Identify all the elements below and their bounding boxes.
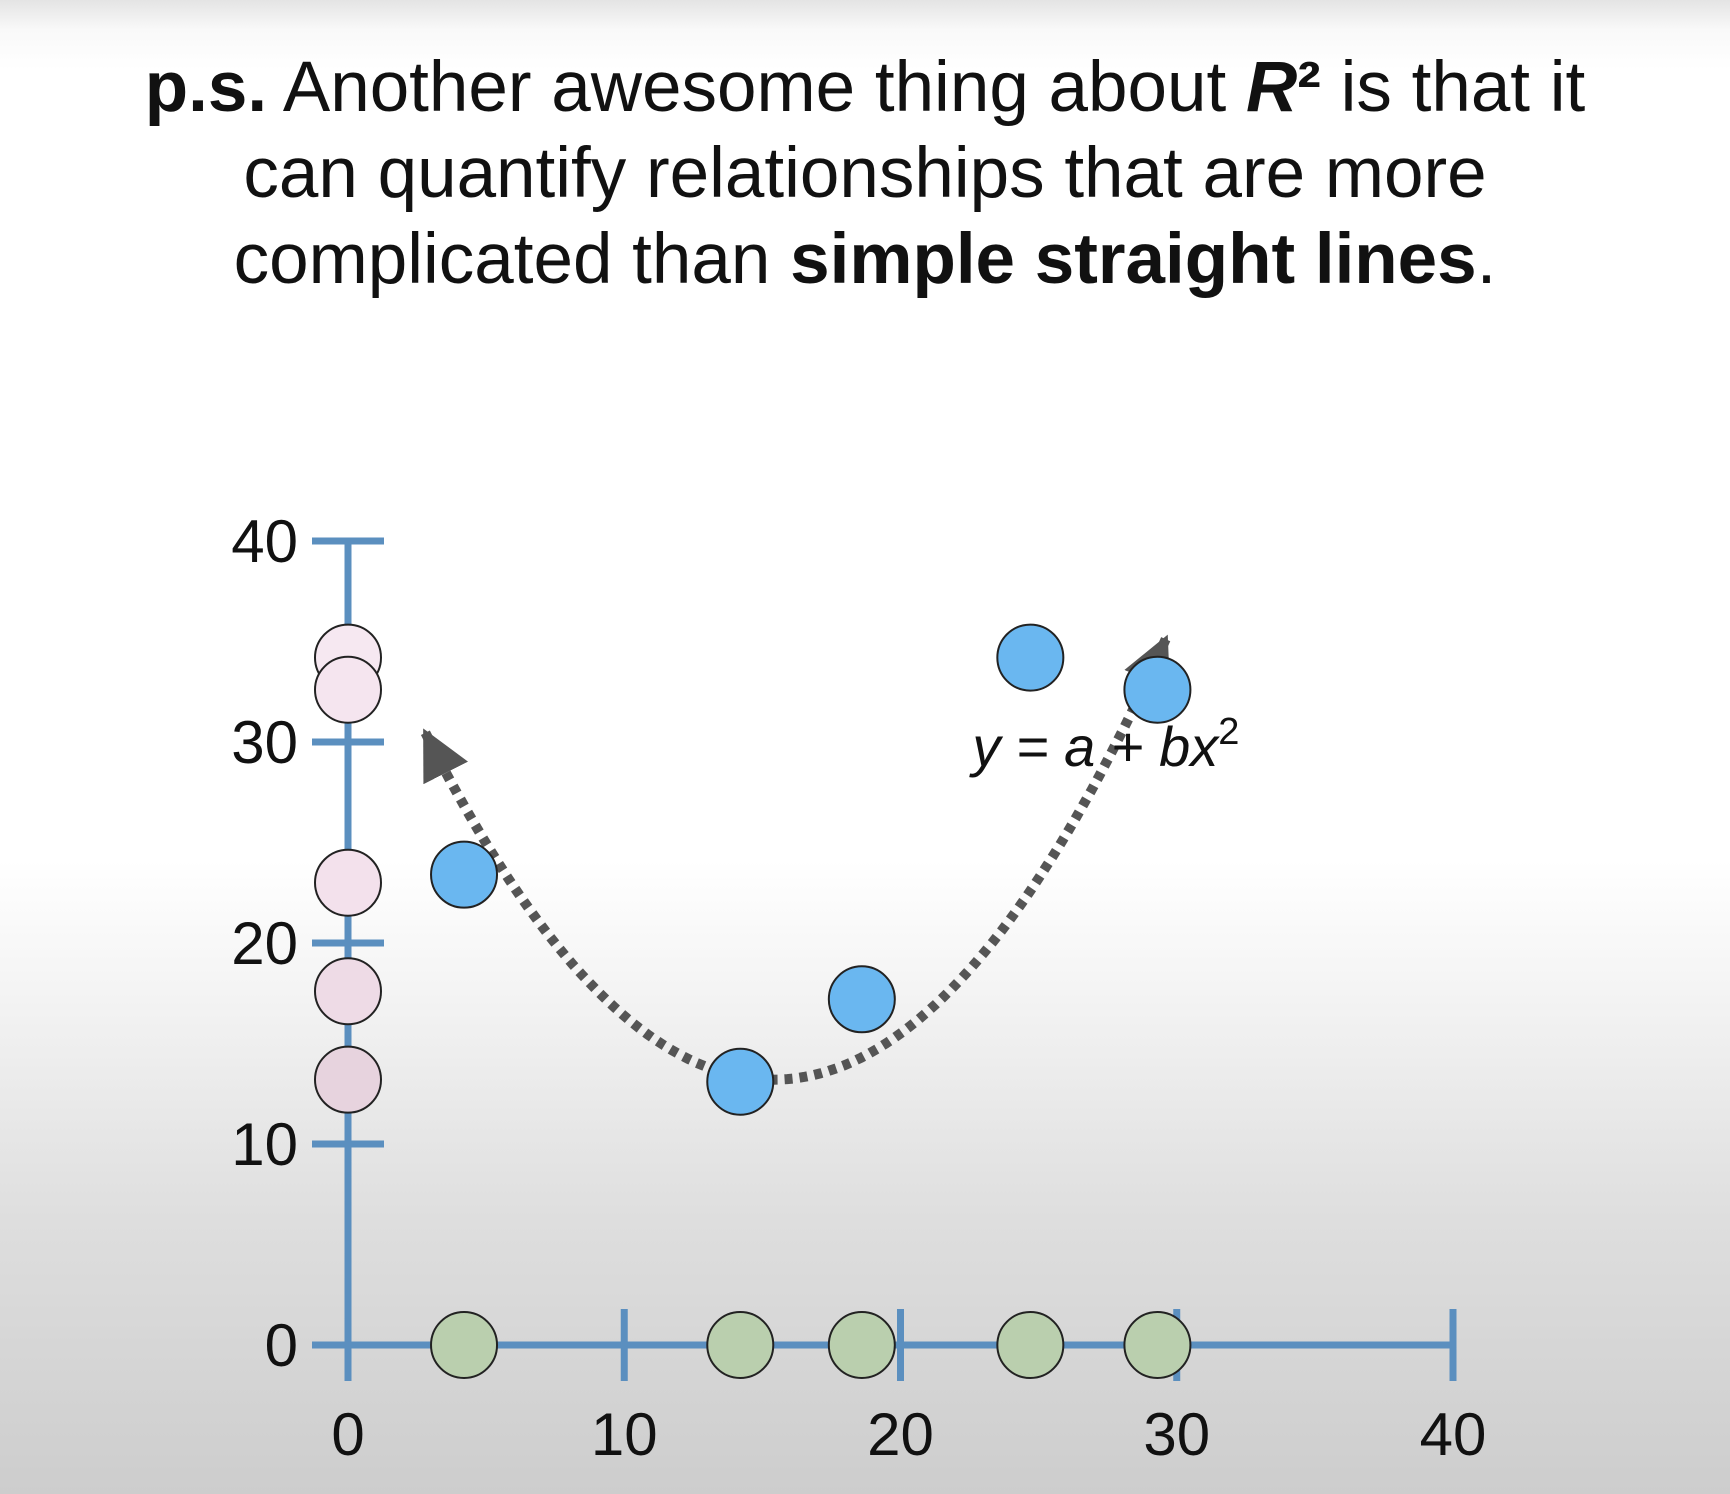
caption-text-1: Another awesome thing about: [267, 48, 1246, 127]
x-tick-label-40: 40: [1420, 1401, 1487, 1468]
x-projection-point-3: [996, 1311, 1065, 1379]
caption-line-2: can quantify relationships that are more: [243, 134, 1487, 213]
y-tick-label-30: 30: [231, 709, 298, 776]
x-tick-label-0: 0: [331, 1401, 364, 1468]
y-tick-label-40: 40: [231, 508, 298, 575]
caption-line-3-start: complicated than: [233, 220, 791, 299]
caption-line-3: complicated than simple straight lines.: [0, 217, 1730, 303]
data-point-0: [430, 840, 499, 909]
caption-line-3-end: .: [1476, 220, 1497, 299]
x-projection-point-2: [827, 1311, 896, 1379]
caption-emphasis: simple straight lines: [790, 220, 1477, 299]
data-point-1: [706, 1047, 775, 1116]
x-projection-point-4: [1123, 1311, 1192, 1379]
y-projection-point-1: [314, 655, 382, 724]
data-point-2: [827, 965, 896, 1034]
x-tick-label-10: 10: [591, 1401, 658, 1468]
r-superscript: ²: [1297, 48, 1321, 127]
x-tick-label-20: 20: [867, 1401, 934, 1468]
x-projection-point-0: [430, 1311, 499, 1379]
y-projection-point-2: [314, 848, 382, 917]
equation-text: y = a + bx: [968, 715, 1220, 778]
parabola-curve: [420, 634, 1171, 1085]
x-projection-point-1: [706, 1311, 775, 1379]
caption-line-1: p.s. Another awesome thing about R² is t…: [0, 45, 1730, 131]
y-tick-label-10: 10: [231, 1111, 298, 1178]
data-point-3: [996, 623, 1065, 692]
caption: p.s. Another awesome thing about R² is t…: [0, 45, 1730, 303]
curve-layer: [420, 634, 1171, 1085]
y-projection-point-4: [314, 1045, 382, 1114]
points-layer: [314, 623, 1192, 1379]
equation-superscript: 2: [1218, 711, 1239, 753]
axes: [312, 537, 1457, 1381]
y-projection-point-3: [314, 957, 382, 1026]
x-tick-label-30: 30: [1143, 1401, 1210, 1468]
data-point-4: [1123, 655, 1192, 724]
labels-layer: 0 10 20 30 40 0 10 20 30 40 y = a + bx2: [231, 508, 1486, 1468]
caption-text-2: is that it: [1320, 48, 1586, 127]
y-tick-label-0: 0: [265, 1312, 298, 1379]
caption-lead: p.s.: [144, 48, 268, 127]
r-symbol: R: [1245, 48, 1298, 127]
equation-label: y = a + bx2: [968, 711, 1239, 778]
y-tick-label-20: 20: [231, 910, 298, 977]
